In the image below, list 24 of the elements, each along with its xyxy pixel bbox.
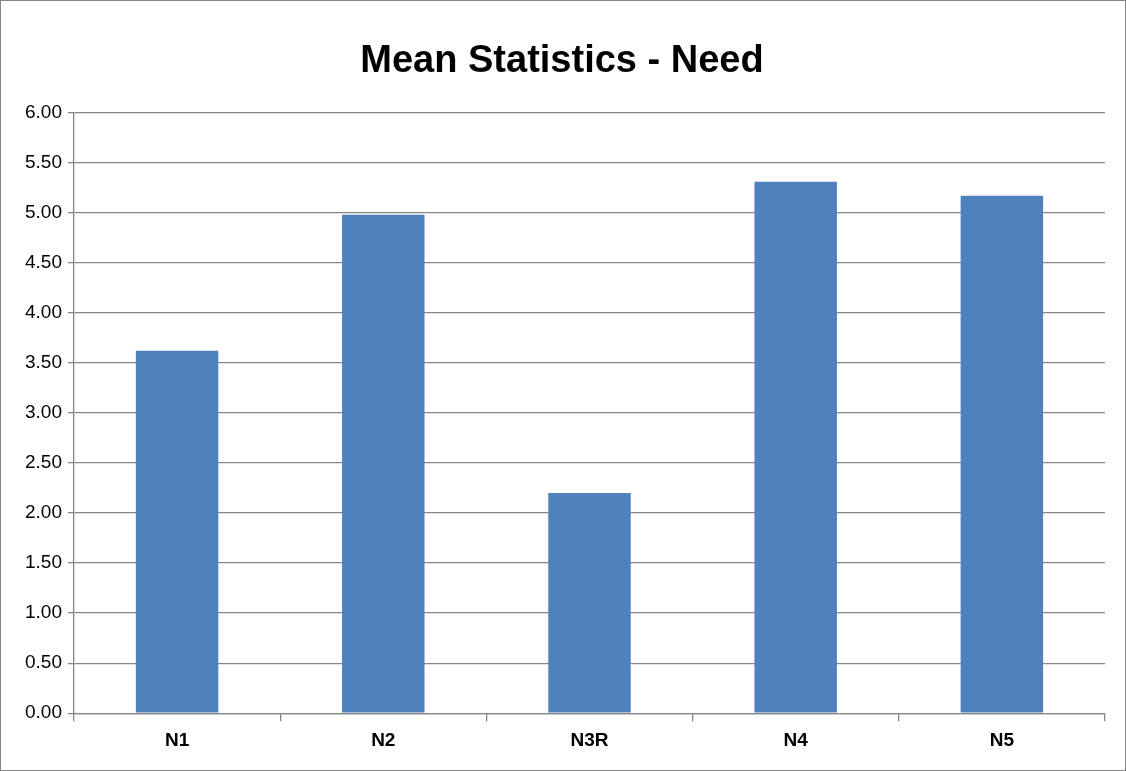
y-tick-label: 3.50: [25, 351, 62, 373]
y-tick-label: 4.00: [25, 301, 62, 323]
y-tick-label: 1.50: [25, 551, 62, 573]
bar: [960, 195, 1044, 713]
bar: [754, 181, 837, 713]
y-tick-label: 5.00: [25, 200, 62, 222]
y-tick-label: 2.50: [25, 451, 62, 473]
y-tick-label: 6.00: [25, 100, 62, 122]
y-tick-label: 4.50: [25, 250, 62, 272]
y-tick-label: 0.50: [25, 651, 62, 673]
bar: [342, 214, 425, 713]
x-tick-label: N5: [989, 728, 1015, 750]
y-tick-label: 5.50: [25, 150, 62, 172]
x-tick-label: N4: [783, 728, 809, 750]
x-tick-label: N2: [371, 728, 396, 750]
bar: [548, 492, 631, 713]
chart-title: Mean Statistics - Need: [360, 38, 764, 81]
x-tick-label: N1: [164, 728, 190, 750]
y-tick-label: 1.00: [25, 601, 62, 623]
y-tick-label: 0.00: [25, 701, 62, 723]
y-tick-label: 3.00: [25, 401, 62, 423]
x-tick-label: N3R: [570, 728, 609, 750]
y-tick-label: 2.00: [25, 501, 62, 523]
bar: [135, 350, 219, 713]
